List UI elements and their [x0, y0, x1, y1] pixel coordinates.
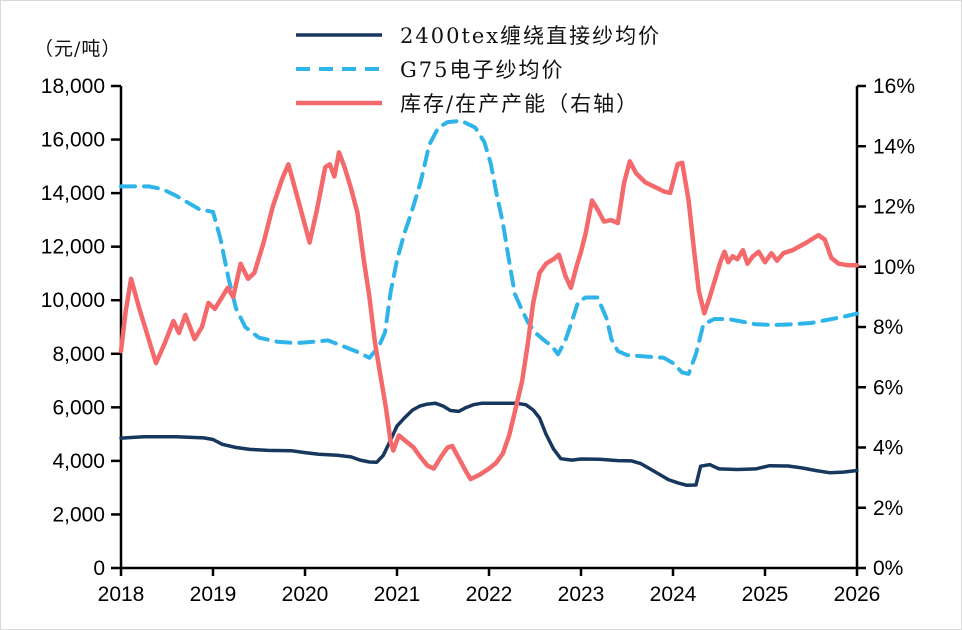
- right-axis-tick-label: 6%: [873, 376, 903, 399]
- x-axis-tick-label: 2020: [282, 583, 329, 606]
- left-axis-tick-label: 18,000: [41, 75, 105, 98]
- left-axis-tick-label: 12,000: [41, 236, 105, 259]
- series-line-0: [119, 401, 859, 488]
- x-axis-tick-label: 2021: [374, 583, 421, 606]
- right-axis-tick-label: 14%: [873, 135, 915, 158]
- left-axis-tick-label: 0: [93, 557, 105, 580]
- left-axis-tick-label: 2,000: [52, 503, 105, 526]
- legend-label: 2400tex缠绕直接纱均价: [400, 24, 662, 48]
- legend-line-solid-red-icon: [296, 100, 382, 106]
- right-axis-tick-label: 10%: [873, 256, 915, 279]
- legend-line-dashed-cyan-icon: [296, 67, 382, 71]
- legend-item-inventory-capacity: 库存/在产产能（右轴）: [294, 91, 661, 116]
- x-axis-tick-label: 2022: [466, 583, 513, 606]
- chart-legend: 2400tex缠绕直接纱均价 G75电子纱均价 库存/在产产能（右轴）: [294, 23, 662, 116]
- left-axis-tick-label: 8,000: [52, 343, 105, 366]
- right-axis-tick-label: 4%: [873, 437, 903, 460]
- right-axis-tick-label: 12%: [873, 196, 915, 219]
- x-axis-tick-label: 2018: [98, 583, 145, 606]
- right-axis-tick-label: 8%: [873, 316, 903, 339]
- left-axis-tick-label: 6,000: [52, 396, 105, 419]
- left-axis-unit-label: （元/吨）: [34, 38, 122, 60]
- legend-item-g75: G75电子纱均价: [294, 57, 661, 82]
- legend-item-2400tex: 2400tex缠绕直接纱均价: [294, 23, 662, 48]
- right-axis-tick-label: 2%: [873, 497, 903, 520]
- x-axis-tick-label: 2026: [834, 583, 881, 606]
- x-axis-tick-label: 2019: [190, 583, 237, 606]
- legend-line-solid-navy-icon: [296, 33, 382, 37]
- left-axis-tick-label: 16,000: [41, 129, 105, 152]
- x-axis-tick-label: 2023: [558, 583, 605, 606]
- left-axis-tick-label: 4,000: [52, 450, 105, 473]
- legend-label: 库存/在产产能（右轴）: [400, 92, 640, 116]
- x-axis-tick-label: 2025: [742, 583, 789, 606]
- series-line-1: [119, 118, 859, 376]
- left-axis-tick-label: 14,000: [41, 182, 105, 205]
- x-axis-tick-label: 2024: [650, 583, 697, 606]
- right-axis-tick-label: 0%: [873, 557, 903, 580]
- left-axis-tick-label: 10,000: [41, 289, 105, 312]
- legend-label: G75电子纱均价: [400, 58, 565, 82]
- right-axis-tick-label: 16%: [873, 75, 915, 98]
- series-line-2: [118, 150, 860, 482]
